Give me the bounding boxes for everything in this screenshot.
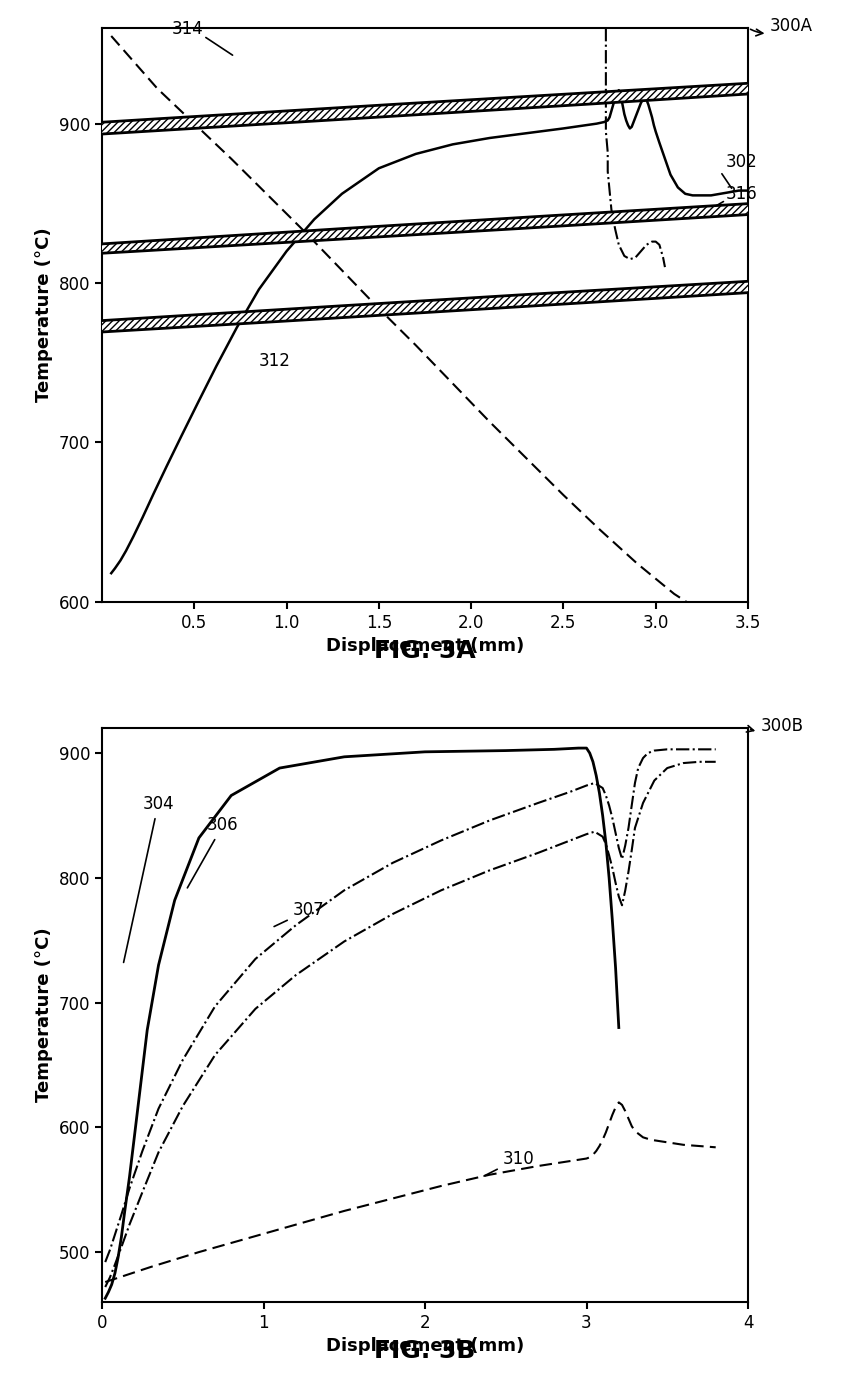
Text: FIG. 3B: FIG. 3B: [374, 1338, 476, 1364]
Y-axis label: Temperature (°C): Temperature (°C): [35, 228, 54, 402]
Text: 306: 306: [187, 816, 239, 888]
Text: 312: 312: [259, 351, 291, 370]
Text: 314: 314: [173, 21, 204, 38]
Y-axis label: Temperature (°C): Temperature (°C): [35, 928, 54, 1102]
Text: FIG. 3A: FIG. 3A: [374, 638, 476, 664]
Ellipse shape: [0, 153, 850, 279]
Ellipse shape: [0, 45, 850, 193]
X-axis label: Displacement (mm): Displacement (mm): [326, 637, 524, 655]
Text: 300A: 300A: [751, 17, 813, 36]
Text: 304: 304: [123, 795, 174, 962]
Text: 300B: 300B: [746, 717, 804, 735]
Ellipse shape: [0, 237, 850, 378]
Text: 316: 316: [726, 185, 757, 203]
Text: 307: 307: [274, 902, 324, 927]
Text: 302: 302: [726, 153, 757, 171]
Text: 310: 310: [484, 1149, 535, 1176]
X-axis label: Displacement (mm): Displacement (mm): [326, 1337, 524, 1355]
